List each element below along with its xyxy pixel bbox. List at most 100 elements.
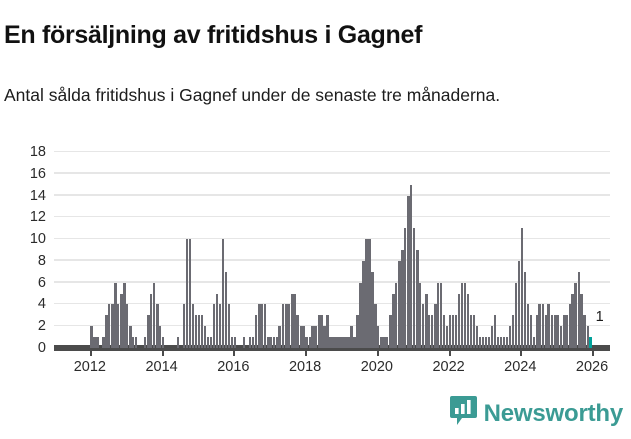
bar [320,315,323,348]
bar [176,337,180,348]
bar [191,304,195,348]
bar [559,326,563,348]
bar [93,337,96,348]
bar [580,293,583,348]
bar [102,337,105,348]
newsworthy-logo[interactable]: Newsworthy [449,396,623,431]
bar [221,239,225,348]
bar [147,315,150,348]
x-axis-tick-label: 2024 [504,359,537,375]
bar [347,337,350,348]
bar [365,239,368,348]
bar [374,304,377,348]
x-axis-tick-mark [376,348,379,356]
page-title: En försäljning av fritidshus i Gagnef [4,20,423,49]
bar [296,315,299,348]
bar [260,304,263,348]
bar [523,271,527,348]
bar [338,337,341,348]
bar [484,337,488,348]
bar [143,337,147,348]
bar [398,260,401,348]
bar [496,337,500,348]
bar [344,337,347,348]
y-axis-tick-label: 2 [37,318,46,335]
x-axis-tick-mark [592,348,595,356]
bar [556,315,559,348]
y-axis-tick-label: 4 [37,296,46,313]
gridline [54,172,610,174]
bar [209,337,213,348]
last-value-annotation: 1 [595,309,604,326]
bar [218,304,222,348]
gridline [54,237,610,240]
bar [425,293,428,348]
bar [117,304,120,348]
bar [517,260,521,348]
bar [403,228,407,348]
bar [586,326,589,348]
bar [565,315,568,348]
bar [293,293,296,348]
bar [461,282,464,348]
bar [577,271,580,348]
bar [377,326,380,348]
bar [421,304,425,348]
x-axis-tick-mark [89,348,92,356]
bar [502,337,506,348]
bar [161,337,165,348]
bar [299,326,302,348]
bar [242,337,245,348]
bar [526,304,530,348]
x-axis-line [54,348,610,351]
bar [550,315,554,348]
bar [362,260,365,348]
bar [514,282,518,348]
bar [368,239,371,348]
bar [392,293,395,348]
x-axis-tick-mark [520,348,523,356]
bar [493,315,497,348]
bar [302,326,305,348]
bar [505,337,509,348]
bar [508,326,512,348]
bar [329,337,332,348]
bar [341,337,344,348]
x-axis-tick-label: 2012 [73,359,106,375]
bar [314,326,317,348]
bar [445,326,449,348]
bar [323,326,326,348]
gridline [54,259,610,261]
y-axis-tick-label: 10 [29,231,46,248]
bar [412,228,416,348]
x-axis-tick-label: 2022 [432,359,465,375]
bar [278,326,281,348]
bar [111,304,114,348]
bar [311,326,314,348]
bar [532,337,536,348]
plot-area [54,150,610,348]
bar [401,250,404,348]
bar [553,315,556,348]
bar [183,304,186,348]
bar [305,337,308,348]
y-axis-tick-label: 12 [29,209,46,226]
bar [227,304,231,348]
bar [185,239,189,348]
bar [194,315,198,348]
bar [281,304,285,348]
bar [215,293,219,348]
bar [251,337,254,348]
bar [452,315,455,348]
gridline [54,281,610,283]
gridline [54,345,610,348]
x-axis-tick-label: 2018 [288,359,322,375]
bar [156,304,159,348]
bar [430,315,434,348]
bar [469,315,473,348]
bar [410,184,413,348]
bar [90,326,93,348]
bar [125,304,129,348]
bar [134,337,138,348]
bar [583,315,586,348]
